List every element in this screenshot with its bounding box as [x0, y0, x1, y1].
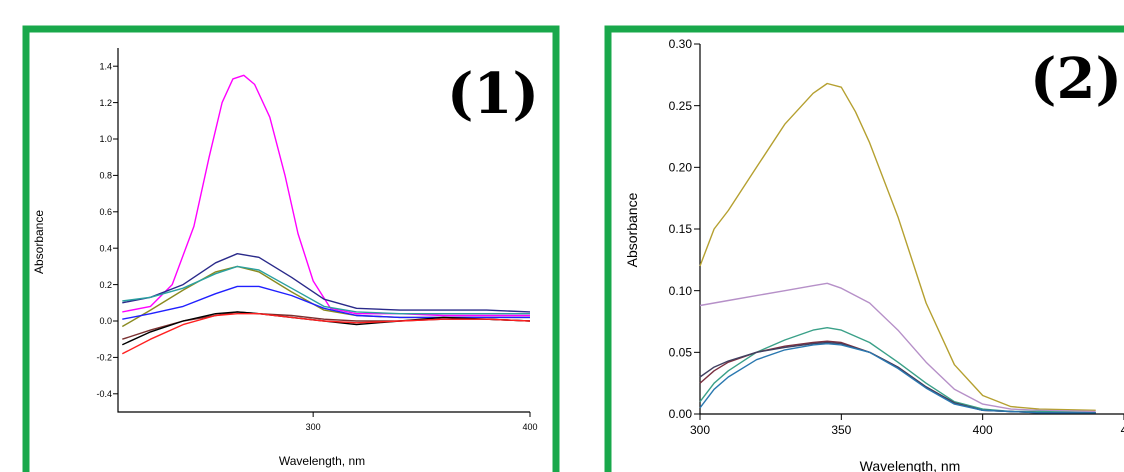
panel-2-x-axis-label: Wavelength, nm: [860, 458, 961, 472]
p2-series-line-5: [699, 341, 1096, 414]
panel-2: (2) Wavelength, nm Absorbance 0.00 0.05 0.…: [624, 37, 1124, 472]
p1-series-line-4: [122, 265, 530, 315]
p2-series-line-3: [699, 327, 1096, 414]
p2-y-tick-label: 0.25: [669, 99, 693, 113]
panel-1-tag: (1): [447, 61, 539, 127]
p1-y-tick-label: 0.6: [99, 207, 112, 217]
p1-y-tick-label: 0.2: [99, 280, 112, 290]
panel-2-y-axis-label: Absorbance: [624, 192, 640, 267]
p1-series-line-2: [122, 253, 531, 313]
p1-axes: [117, 48, 530, 413]
p2-x-tick-label: 350: [831, 423, 851, 437]
panel-1-y-axis-label: Absorbance: [32, 210, 46, 274]
p1-x-tick-label: 300: [306, 422, 321, 432]
p2-y-tick-label: 0.15: [669, 222, 693, 236]
p1-y-tick-label: -0.2: [96, 353, 112, 363]
panel-1-border: [22, 25, 560, 472]
p2-x-tick-label: 4: [1121, 423, 1124, 437]
p2-series-line-6: [699, 343, 1096, 414]
p2-x-tick-label: 300: [690, 423, 710, 437]
p1-y-tick-label: 1.0: [99, 134, 112, 144]
p2-y-tick-label: 0.00: [669, 407, 693, 421]
p2-series-line-2: [699, 282, 1096, 413]
p1-y-tick-label: 1.2: [99, 98, 112, 108]
p2-y-tick-label: 0.05: [669, 346, 693, 360]
p2-y-tick-label: 0.20: [669, 161, 693, 175]
p1-y-tick-label: -0.4: [96, 389, 112, 399]
p2-y-tick-label: 0.30: [669, 37, 693, 51]
panel-2-tag: (2): [1030, 46, 1122, 112]
panel-2-border: [604, 25, 1124, 472]
panel-1: (1) Wavelength, nm Absorbance -0.4 -0.2 0.…: [32, 48, 539, 468]
p1-y-tick-label: 0.8: [99, 171, 112, 181]
p1-x-tick-label: 400: [522, 422, 537, 432]
panel-1-x-axis-label: Wavelength, nm: [279, 454, 365, 468]
p1-series-line-8: [121, 313, 531, 355]
p2-x-tick-label: 400: [973, 423, 993, 437]
p1-y-tick-label: 0.4: [99, 243, 112, 253]
p2-series-line-1: [699, 82, 1096, 411]
p1-y-tick-label: 1.4: [99, 61, 112, 71]
p2-y-tick-label: 0.10: [669, 284, 693, 298]
p1-y-tick-label: 0.0: [99, 316, 112, 326]
